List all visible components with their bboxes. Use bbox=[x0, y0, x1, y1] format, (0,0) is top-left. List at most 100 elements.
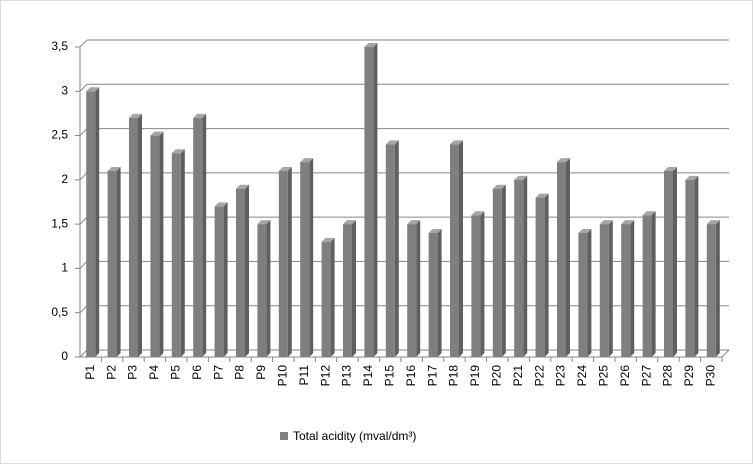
bar-side bbox=[715, 220, 720, 357]
bar-top bbox=[86, 87, 100, 92]
bar-top bbox=[236, 184, 249, 189]
bar bbox=[278, 171, 288, 357]
grid-wall bbox=[79, 128, 88, 136]
grid-wall bbox=[79, 39, 88, 48]
x-tick-label: P11 bbox=[297, 365, 311, 386]
bar bbox=[407, 224, 417, 357]
bar bbox=[257, 224, 267, 357]
bar-side bbox=[309, 158, 314, 357]
bar bbox=[171, 153, 181, 357]
bar-side bbox=[373, 43, 378, 357]
bar bbox=[107, 171, 117, 357]
bar bbox=[664, 171, 673, 357]
bar bbox=[214, 206, 224, 357]
bar-top bbox=[450, 140, 463, 145]
bar-top bbox=[471, 211, 485, 216]
bar-top bbox=[578, 229, 592, 233]
bar bbox=[685, 179, 695, 357]
bar-top bbox=[343, 220, 356, 225]
bar-top bbox=[535, 193, 549, 198]
x-tick-label: P17 bbox=[425, 365, 439, 387]
x-tick-label: P4 bbox=[147, 365, 161, 380]
bar-side bbox=[266, 220, 271, 357]
bar-side bbox=[501, 184, 506, 357]
bar-side bbox=[138, 113, 142, 357]
x-tick-label: P5 bbox=[168, 365, 182, 380]
bar-side bbox=[95, 87, 100, 358]
bar bbox=[514, 179, 524, 357]
bar-top bbox=[514, 175, 528, 180]
grid-wall bbox=[79, 216, 88, 225]
bar bbox=[578, 233, 588, 357]
bar bbox=[621, 224, 631, 357]
x-tick-label: P24 bbox=[575, 365, 589, 387]
x-tick-label: P30 bbox=[703, 365, 717, 387]
bar bbox=[535, 197, 545, 357]
x-tick-label: P28 bbox=[661, 365, 675, 387]
bar-side bbox=[651, 211, 656, 357]
bar-top bbox=[150, 131, 164, 136]
bar-side bbox=[116, 167, 121, 357]
legend-swatch bbox=[280, 432, 288, 440]
bar bbox=[364, 47, 374, 357]
bar-side bbox=[566, 158, 570, 357]
bar bbox=[471, 215, 481, 357]
bar-side bbox=[159, 131, 164, 357]
bar bbox=[86, 91, 96, 358]
bar-top bbox=[642, 211, 656, 216]
bar-side bbox=[180, 149, 185, 357]
bar-top bbox=[107, 167, 121, 171]
x-tick-label: P26 bbox=[618, 365, 632, 387]
x-tick-label: P19 bbox=[468, 365, 482, 387]
bar-side bbox=[223, 202, 228, 357]
bar-top bbox=[685, 175, 699, 180]
bar-side bbox=[587, 229, 592, 357]
y-tick-label: 1,5 bbox=[51, 216, 68, 230]
bar bbox=[428, 233, 438, 357]
x-tick-label: P9 bbox=[254, 365, 268, 380]
x-tick-label: P14 bbox=[361, 365, 375, 387]
bar-side bbox=[694, 175, 699, 357]
x-tick-label: P29 bbox=[682, 365, 696, 387]
y-tick-label: 0 bbox=[61, 349, 68, 363]
bar bbox=[642, 215, 652, 357]
y-tick-label: 3 bbox=[61, 83, 68, 97]
bar bbox=[599, 224, 609, 357]
bar-top bbox=[129, 113, 142, 118]
x-tick-label: P12 bbox=[318, 365, 332, 387]
x-tick-label: P8 bbox=[233, 365, 247, 380]
bar bbox=[385, 144, 395, 357]
bar-side bbox=[287, 167, 292, 357]
bar-top bbox=[171, 149, 185, 154]
bar-side bbox=[437, 229, 442, 357]
bar-top bbox=[664, 167, 677, 171]
x-tick-label: P15 bbox=[382, 365, 396, 387]
x-tick-label: P16 bbox=[404, 365, 418, 387]
bar bbox=[706, 224, 716, 357]
y-tick-label: 1 bbox=[61, 261, 68, 275]
bar bbox=[492, 188, 502, 357]
bar-top bbox=[364, 43, 378, 47]
legend-label: Total acidity (mval/dm³) bbox=[293, 429, 416, 443]
bar bbox=[321, 241, 331, 357]
bar-side bbox=[673, 167, 677, 357]
bar-side bbox=[630, 220, 635, 357]
bar bbox=[150, 135, 160, 357]
grid-wall bbox=[79, 172, 88, 181]
bar bbox=[300, 162, 310, 357]
x-tick-label: P25 bbox=[596, 365, 610, 387]
bar-side bbox=[544, 193, 549, 357]
bar-side bbox=[202, 113, 207, 357]
bar-side bbox=[245, 184, 249, 357]
y-tick-label: 3,5 bbox=[51, 39, 68, 53]
bar-top bbox=[599, 220, 613, 225]
x-tick-label: P22 bbox=[532, 365, 546, 387]
bar-top bbox=[407, 220, 421, 225]
bar-top bbox=[557, 158, 570, 163]
bar bbox=[557, 162, 566, 357]
bar bbox=[193, 117, 203, 357]
bar-top bbox=[492, 184, 506, 189]
grid-wall bbox=[79, 261, 88, 269]
